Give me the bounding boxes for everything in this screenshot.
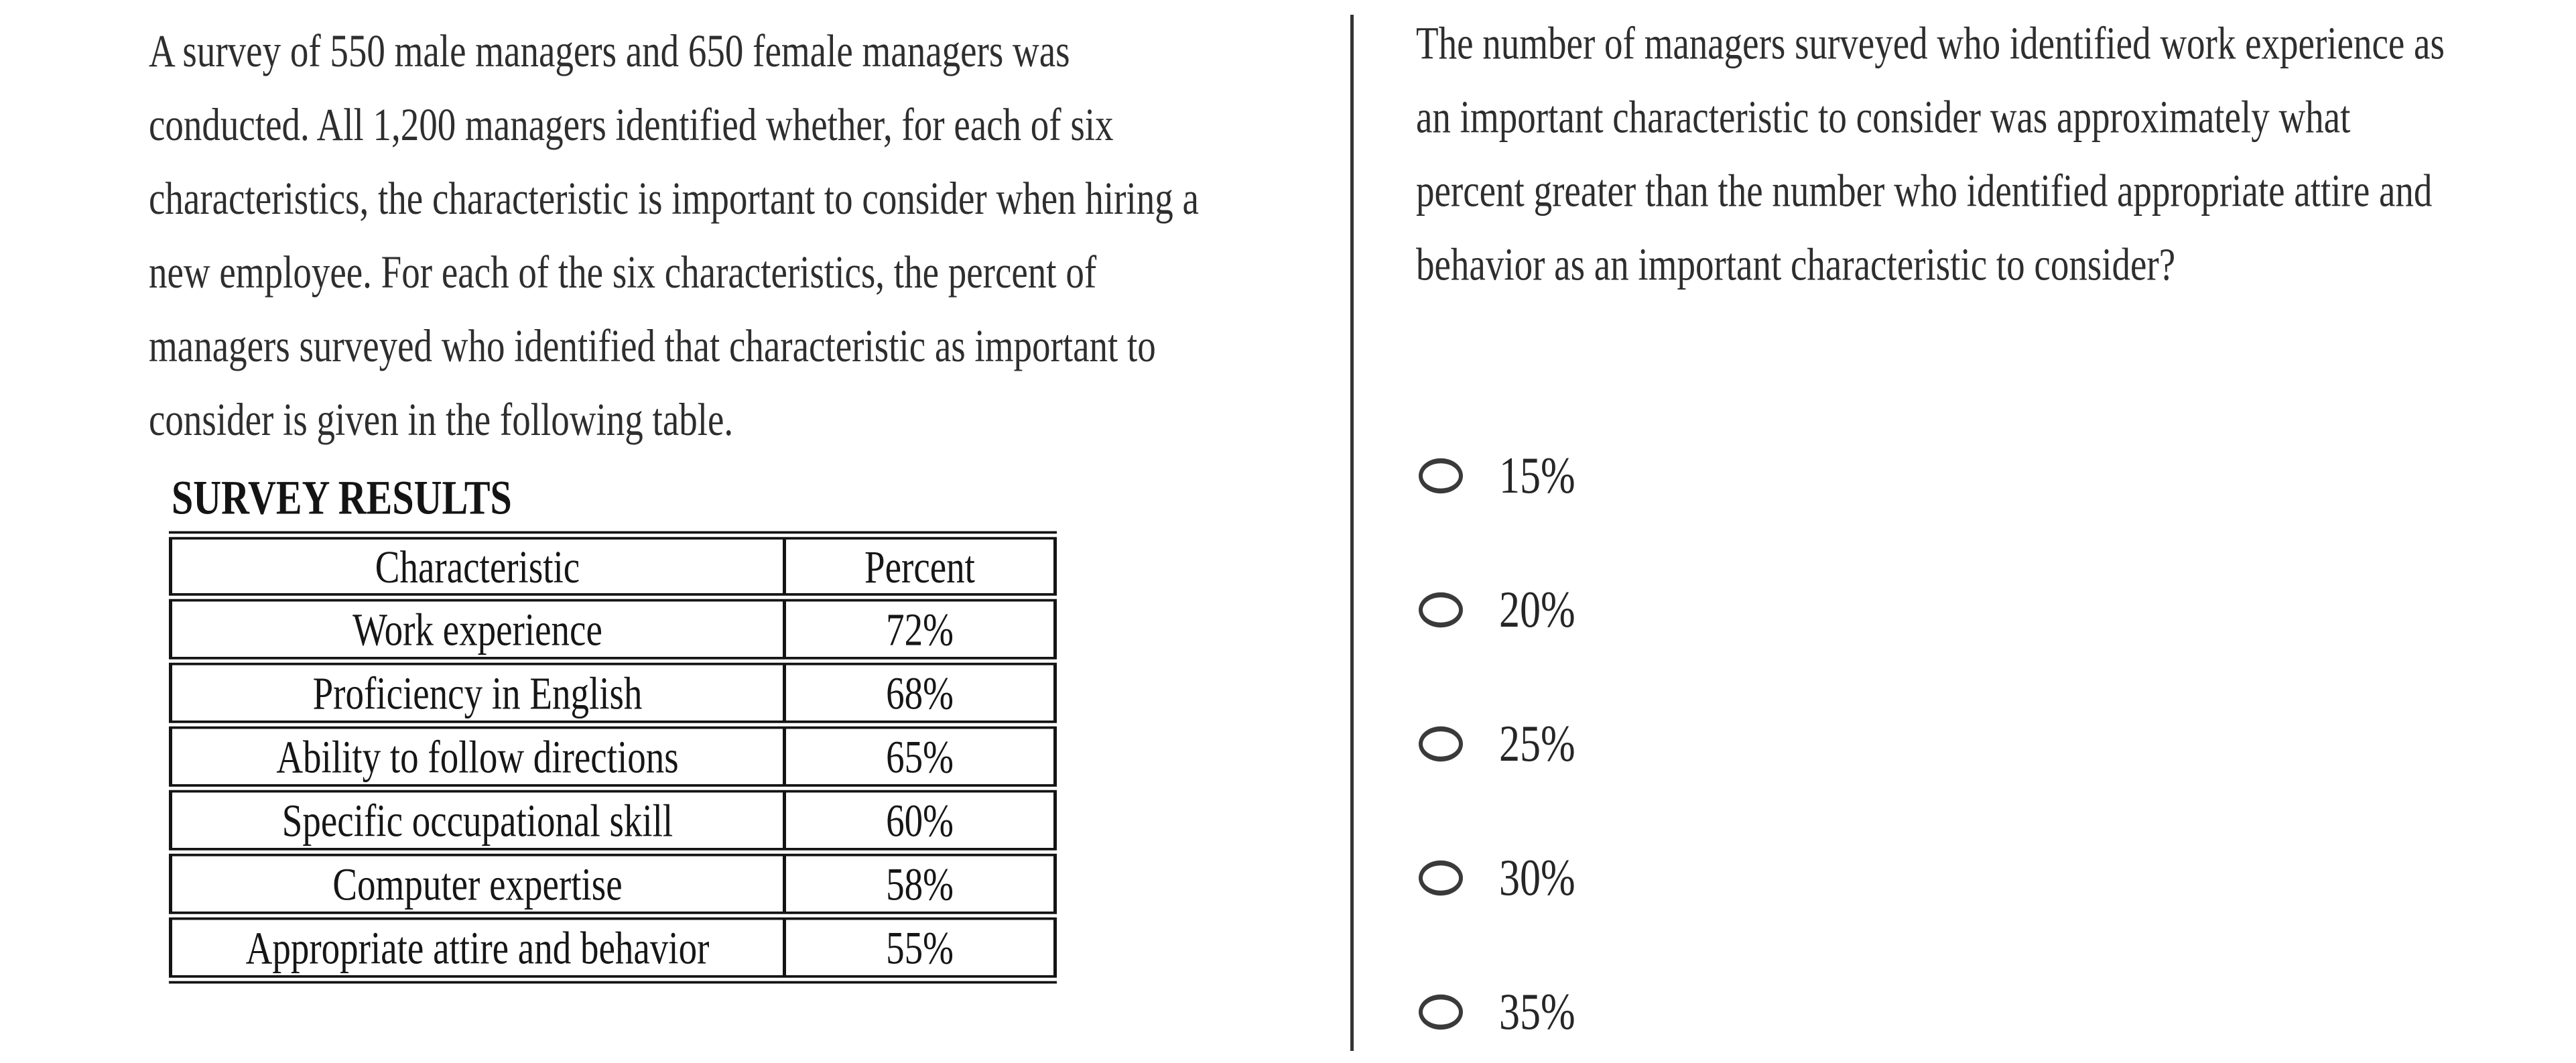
characteristic-cell: Specific occupational skill bbox=[169, 784, 786, 857]
table-row: Proficiency in English 68% bbox=[169, 657, 1057, 729]
characteristic-cell: Proficiency in English bbox=[169, 657, 786, 729]
radio-button-icon[interactable] bbox=[1419, 592, 1463, 628]
radio-button-icon[interactable] bbox=[1419, 726, 1463, 762]
table-row: Computer expertise 58% bbox=[169, 848, 1057, 920]
survey-results-table: Characteristic Percent Work experience 7… bbox=[169, 531, 1057, 984]
percent-cell: 72% bbox=[783, 593, 1057, 666]
table-header-row: Characteristic Percent bbox=[169, 531, 1057, 602]
answer-option-label[interactable]: 35% bbox=[1499, 983, 1575, 1040]
radio-button-icon[interactable] bbox=[1419, 994, 1463, 1030]
table-body: Work experience 72% Proficiency in Engli… bbox=[169, 593, 1057, 984]
radio-button-icon[interactable] bbox=[1419, 860, 1463, 896]
percent-cell: 55% bbox=[783, 912, 1057, 984]
radio-button-icon[interactable] bbox=[1419, 458, 1463, 494]
table-row: Work experience 72% bbox=[169, 593, 1057, 666]
table-header: Characteristic Percent bbox=[169, 531, 1057, 602]
percent-cell: 65% bbox=[783, 721, 1057, 793]
column-header-percent: Percent bbox=[783, 531, 1057, 602]
percent-cell: 58% bbox=[783, 848, 1057, 920]
table-row: Specific occupational skill 60% bbox=[169, 784, 1057, 857]
answer-option-label[interactable]: 30% bbox=[1499, 849, 1575, 906]
table-row: Appropriate attire and behavior 55% bbox=[169, 912, 1057, 984]
answer-option-5[interactable]: 35% bbox=[1417, 945, 1575, 1063]
stimulus-pane: A survey of 550 male managers and 650 fe… bbox=[149, 25, 1199, 984]
pane-divider bbox=[1350, 15, 1354, 1051]
answer-option-2[interactable]: 20% bbox=[1417, 543, 1575, 677]
characteristic-cell: Work experience bbox=[169, 593, 786, 666]
answer-option-4[interactable]: 30% bbox=[1417, 811, 1575, 945]
answer-option-1[interactable]: 15% bbox=[1417, 409, 1575, 543]
characteristic-cell: Computer expertise bbox=[169, 848, 786, 920]
question-text: The number of managers surveyed who iden… bbox=[1416, 17, 2445, 290]
answer-option-label[interactable]: 25% bbox=[1499, 714, 1575, 772]
table-row: Ability to follow directions 65% bbox=[169, 721, 1057, 793]
table-title: SURVEY RESULTS bbox=[172, 470, 512, 525]
characteristic-cell: Appropriate attire and behavior bbox=[169, 912, 786, 984]
stimulus-paragraph: A survey of 550 male managers and 650 fe… bbox=[149, 25, 1199, 445]
column-header-characteristic: Characteristic bbox=[169, 531, 786, 602]
answer-options: 15% 20% 25% 30% 35% bbox=[1417, 409, 1575, 1063]
answer-option-3[interactable]: 25% bbox=[1417, 677, 1575, 811]
answer-option-label[interactable]: 20% bbox=[1499, 580, 1575, 638]
percent-cell: 68% bbox=[783, 657, 1057, 729]
percent-cell: 60% bbox=[783, 784, 1057, 857]
question-pane: The number of managers surveyed who iden… bbox=[1352, 0, 2576, 1063]
answer-option-label[interactable]: 15% bbox=[1499, 446, 1575, 504]
characteristic-cell: Ability to follow directions bbox=[169, 721, 786, 793]
